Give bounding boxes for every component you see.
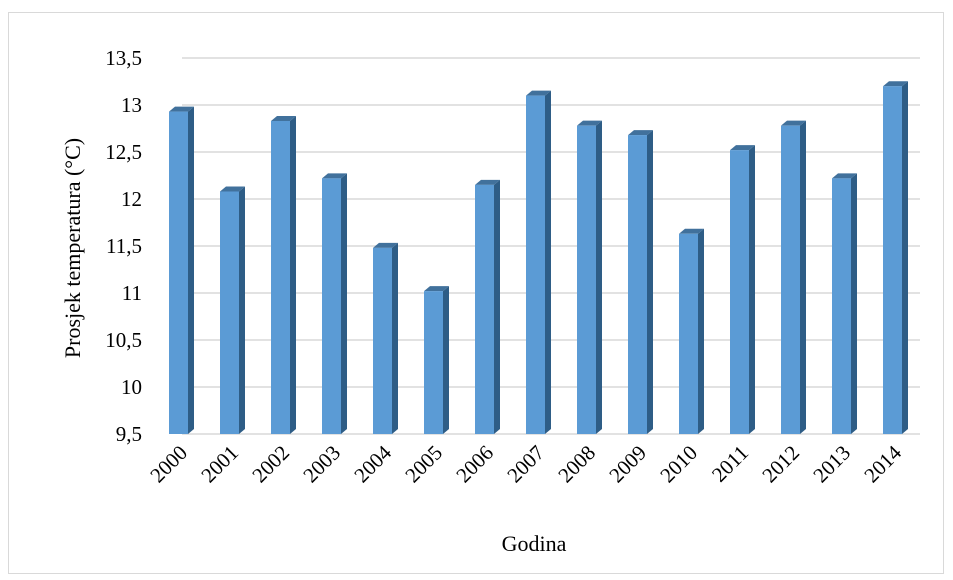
y-tick-label: 10,5 [105, 328, 142, 352]
y-axis-label: Prosjek temperatura (°C) [60, 138, 85, 358]
bar [730, 145, 755, 434]
y-tick-label: 13 [121, 93, 142, 117]
bar [424, 286, 449, 434]
bar-top [832, 173, 857, 179]
x-tick-labels: 2000 2001 2002 2003 2004 2005 2006 2007 2008 2009… [145, 440, 906, 487]
bar-top [730, 145, 755, 151]
y-tick-label: 10 [121, 375, 142, 399]
x-tick-label: 2013 [808, 441, 855, 488]
y-tick-labels: 9,5 10 10,5 11 11,5 12 12,5 13 13,5 [105, 46, 142, 446]
bar-side [749, 145, 755, 434]
x-tick-label: 2007 [502, 441, 549, 488]
bar [577, 120, 602, 435]
x-tick-label: 2014 [859, 440, 906, 487]
bar [220, 186, 245, 434]
bar-front [373, 247, 392, 434]
bar-top [577, 120, 602, 126]
x-tick-label: 2000 [145, 441, 192, 488]
bar-front [322, 178, 341, 434]
x-tick-label: 2011 [707, 441, 753, 487]
bar-side [188, 106, 194, 434]
bar-front [883, 86, 902, 434]
bar-side [596, 120, 602, 435]
bar [373, 242, 398, 434]
bar-front [679, 233, 698, 434]
x-tick-label: 2006 [451, 441, 498, 488]
bar [271, 115, 296, 434]
x-tick-label: 2010 [655, 441, 702, 488]
bar [628, 130, 653, 434]
x-tick-label: 2012 [757, 441, 804, 488]
bar-top [169, 106, 194, 112]
bar-top [271, 115, 296, 121]
y-tick-label: 12 [121, 187, 142, 211]
bar-side [290, 115, 296, 434]
bar-front [577, 125, 596, 435]
bar-top [883, 81, 908, 87]
bar-side [443, 286, 449, 434]
bar-front [526, 95, 545, 434]
bar [832, 173, 857, 434]
bar [526, 90, 551, 434]
bar-top [220, 186, 245, 192]
bar-front [832, 178, 851, 434]
bar-front [220, 191, 239, 434]
bar-side [545, 90, 551, 434]
bar [679, 228, 704, 434]
x-tick-label: 2002 [247, 441, 294, 488]
y-tick-label: 13,5 [105, 46, 142, 70]
bar-top [781, 120, 806, 126]
y-tick-label: 9,5 [116, 422, 142, 446]
bar [322, 173, 347, 434]
bar-top [679, 228, 704, 234]
bar-front [169, 111, 188, 434]
bar-side [494, 179, 500, 434]
bar-front [628, 135, 647, 434]
y-tick-label: 11,5 [106, 234, 142, 258]
x-tick-label: 2001 [196, 441, 243, 488]
bar-side [800, 120, 806, 435]
bar-side [341, 173, 347, 434]
bar [169, 106, 194, 434]
bar-top [373, 242, 398, 248]
bar-front [475, 184, 494, 434]
bar-side [392, 242, 398, 434]
bar-top [628, 130, 653, 136]
bar-side [851, 173, 857, 434]
bar-side [902, 81, 908, 434]
bar [475, 179, 500, 434]
bar-top [424, 286, 449, 292]
bar-top [526, 90, 551, 96]
x-tick-label: 2004 [349, 440, 396, 487]
bar-front [730, 150, 749, 434]
bar-front [424, 291, 443, 434]
bar-front [271, 120, 290, 434]
bar-side [698, 228, 704, 434]
bar-top [475, 179, 500, 185]
bar-front [781, 125, 800, 435]
x-axis-label: Godina [502, 531, 567, 556]
bar [883, 81, 908, 434]
bar-side [647, 130, 653, 434]
bar-top [322, 173, 347, 179]
y-tick-label: 12,5 [105, 140, 142, 164]
bar [781, 120, 806, 435]
x-tick-label: 2005 [400, 441, 447, 488]
x-tick-label: 2003 [298, 441, 345, 488]
bar-side [239, 186, 245, 434]
y-tick-label: 11 [122, 281, 142, 305]
x-tick-label: 2008 [553, 441, 600, 488]
x-tick-label: 2009 [604, 441, 651, 488]
bars [169, 81, 908, 435]
